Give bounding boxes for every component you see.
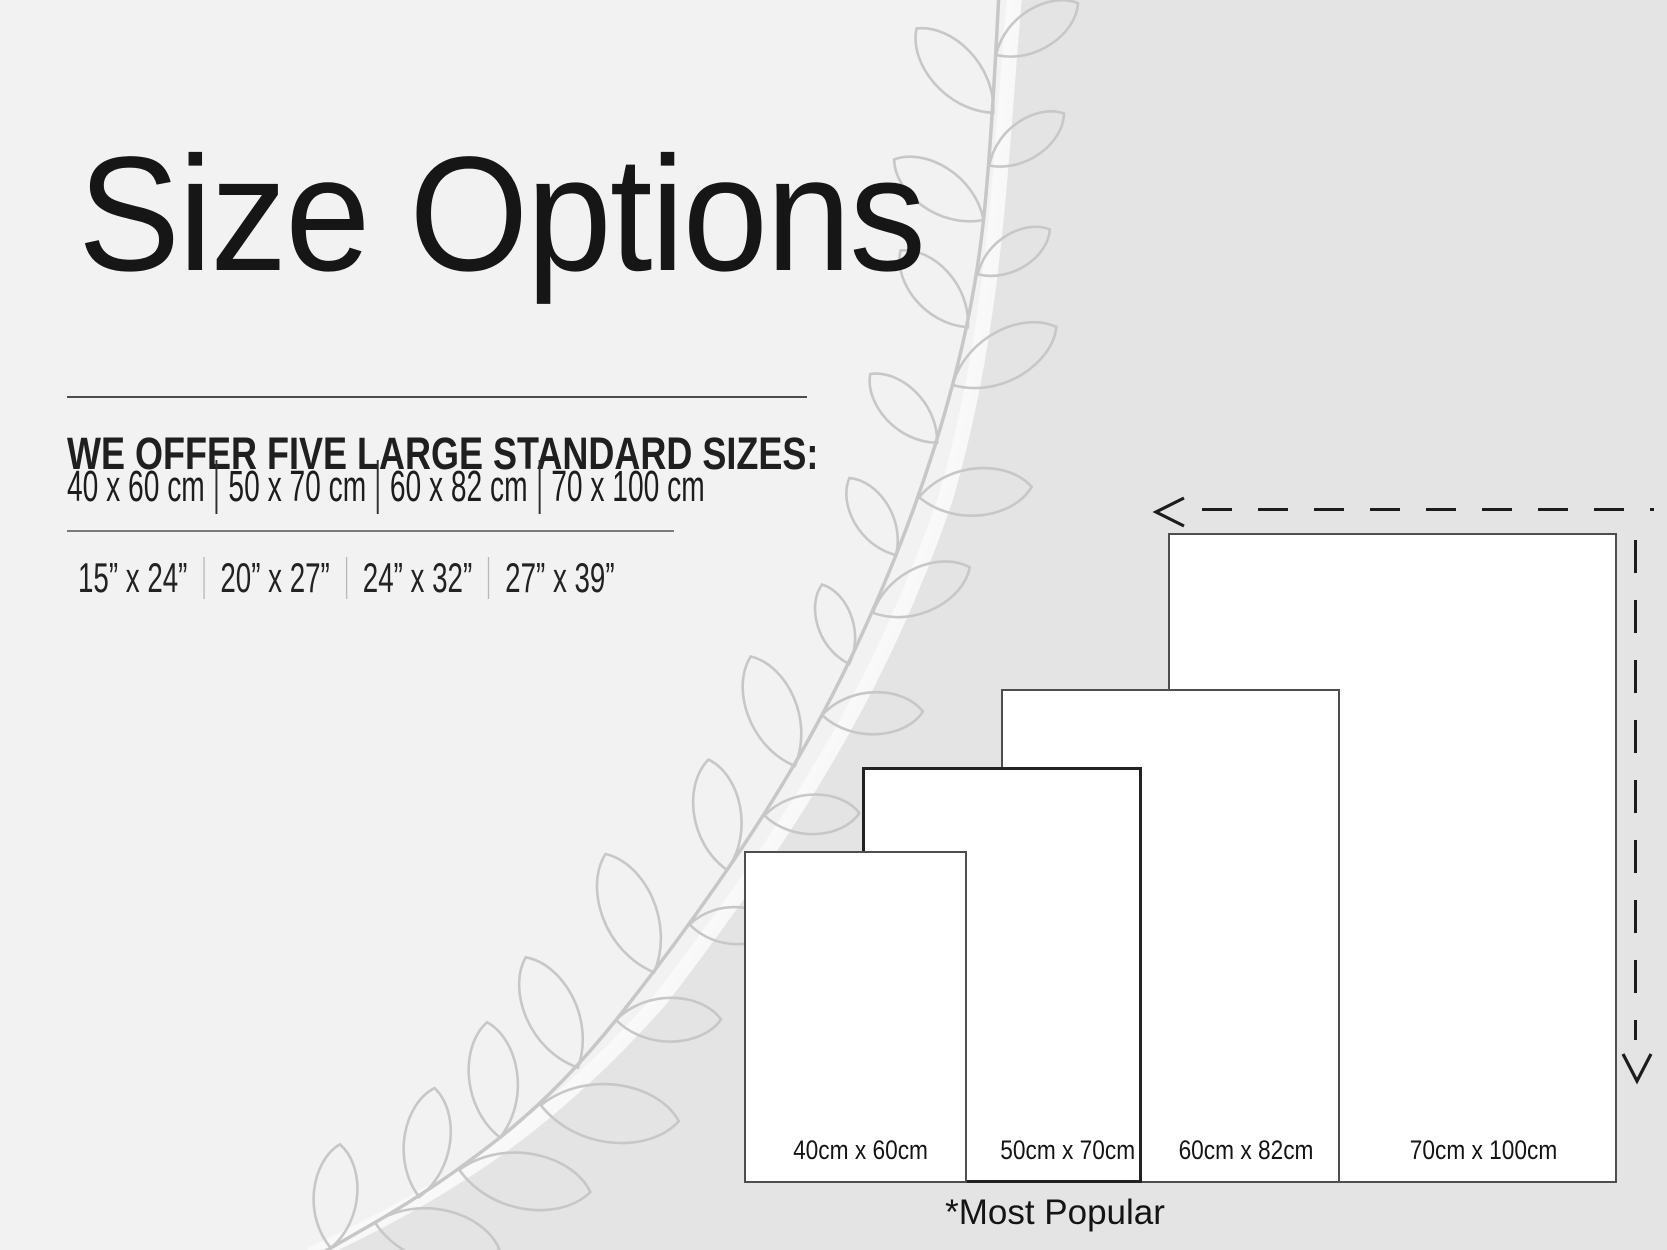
inch-size-item: 24” x 32” xyxy=(362,554,473,601)
most-popular-footnote: *Most Popular xyxy=(945,1193,1165,1232)
width-dimension-dashed-line xyxy=(1202,508,1654,511)
inch-sizes-row: 15” x 24” 20” x 27” 24” x 32” 27” x 39” xyxy=(78,554,615,602)
inch-size-item: 15” x 24” xyxy=(78,554,188,601)
divider-line-top xyxy=(67,396,807,398)
inch-size-item: 27” x 39” xyxy=(505,554,615,601)
panel-highlight-edge xyxy=(306,0,1022,1250)
size-rectangle-label: 70cm x 100cm xyxy=(1409,1135,1558,1165)
cm-size-item: 70 x 100 cm xyxy=(551,462,705,511)
page-title: Size Options xyxy=(78,122,926,305)
separator-bar xyxy=(215,460,218,514)
separator-bar xyxy=(345,557,347,599)
size-rectangle-label: 60cm x 82cm xyxy=(1178,1135,1314,1165)
branch-illustration xyxy=(312,0,1080,1250)
separator-bar xyxy=(203,557,205,599)
sizes-heading: WE OFFER FIVE LARGE STANDARD SIZES: xyxy=(67,428,819,479)
cm-size-item: 40 x 60 cm xyxy=(67,462,205,511)
height-dimension-dashed-line xyxy=(1634,540,1637,1040)
arrow-left-icon xyxy=(1152,496,1185,528)
separator-bar xyxy=(488,557,490,599)
inch-size-item: 20” x 27” xyxy=(220,554,330,601)
cm-sizes-row: 40 x 60 cm 50 x 70 cm 60 x 82 cm 70 x 10… xyxy=(67,460,705,514)
separator-bar xyxy=(538,460,541,514)
arrow-down-icon xyxy=(1621,1053,1653,1085)
size-rectangle xyxy=(744,851,967,1183)
size-rectangle-label: 50cm x 70cm xyxy=(1000,1135,1136,1165)
divider-line-middle xyxy=(67,530,674,532)
cm-size-item: 60 x 82 cm xyxy=(389,462,528,511)
separator-bar xyxy=(377,460,379,514)
cm-size-item: 50 x 70 cm xyxy=(228,462,367,511)
size-rectangle-label: 40cm x 60cm xyxy=(793,1135,928,1165)
